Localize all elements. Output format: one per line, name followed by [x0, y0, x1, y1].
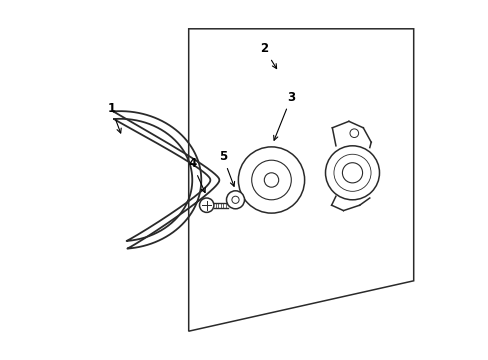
- Text: 1: 1: [107, 102, 121, 133]
- Circle shape: [349, 129, 358, 138]
- Text: 3: 3: [273, 91, 295, 140]
- Text: 4: 4: [188, 157, 205, 193]
- Circle shape: [226, 191, 244, 209]
- Text: 5: 5: [218, 150, 234, 186]
- Circle shape: [238, 147, 304, 213]
- Circle shape: [199, 198, 213, 212]
- Circle shape: [264, 173, 278, 187]
- Circle shape: [251, 160, 291, 200]
- Circle shape: [325, 146, 379, 200]
- Circle shape: [231, 196, 239, 203]
- Circle shape: [342, 163, 362, 183]
- Text: 2: 2: [260, 42, 276, 68]
